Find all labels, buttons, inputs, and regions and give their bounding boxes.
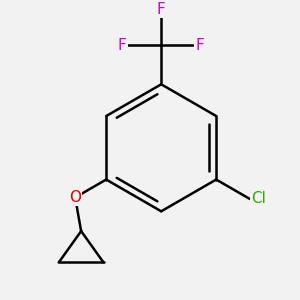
Text: Cl: Cl — [251, 191, 266, 206]
Text: F: F — [196, 38, 204, 53]
Text: O: O — [69, 190, 81, 205]
Text: F: F — [157, 2, 166, 17]
Text: F: F — [118, 38, 127, 53]
